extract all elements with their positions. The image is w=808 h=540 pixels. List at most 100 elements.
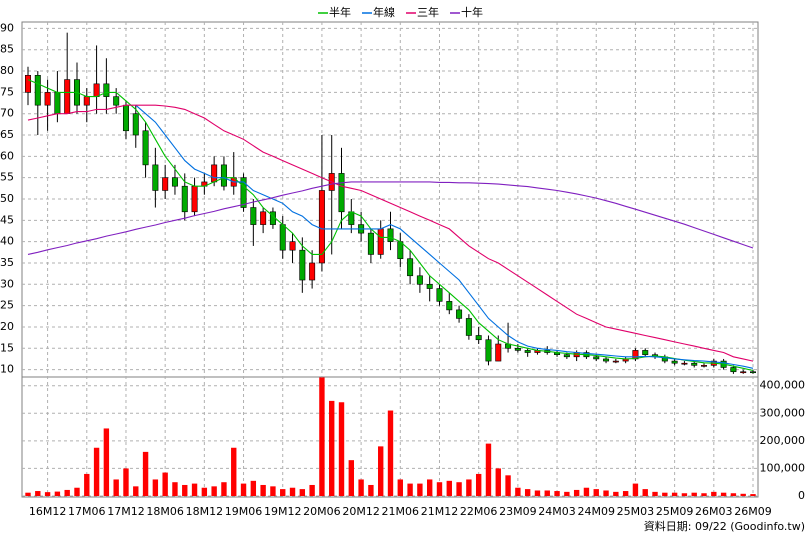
y-tick-label: 55 [0, 171, 14, 184]
volume-bar [329, 400, 335, 496]
volume-bar [289, 487, 296, 496]
ma-line [27, 79, 754, 372]
legend-label: 十年 [461, 5, 483, 19]
volume-bar [84, 473, 90, 496]
candle-body [260, 211, 267, 225]
volume-bar [250, 480, 257, 496]
volume-bar [182, 484, 188, 496]
volume-bar [446, 480, 452, 496]
candle-body [524, 350, 531, 353]
volume-bar [662, 492, 668, 496]
y2-tick-label: 400,000 [760, 379, 806, 392]
volume-bar [35, 491, 41, 496]
candle-body [44, 92, 51, 106]
volume-bar [544, 490, 550, 496]
volume-bar [642, 489, 648, 496]
candle-body [181, 185, 188, 213]
volume-bar [407, 483, 413, 496]
volume-bar [338, 402, 345, 496]
x-tick-label: 23M09 [499, 505, 537, 518]
candle-body [407, 258, 414, 277]
candle-body [318, 190, 325, 264]
candle-body [563, 354, 570, 358]
volume-bar [417, 483, 423, 496]
y2-tick-label: 0 [798, 489, 805, 502]
volume-bar [436, 482, 443, 496]
y-tick-label: 60 [0, 149, 14, 162]
y-tick-label: 25 [0, 299, 14, 312]
y2-tick-label: 200,000 [760, 434, 806, 447]
x-tick-label: 24M03 [538, 505, 576, 518]
volume-bar [466, 479, 472, 496]
y-tick-label: 20 [0, 320, 14, 333]
volume-bar [475, 473, 482, 496]
volume-bar [191, 483, 198, 496]
volume-bar [603, 490, 609, 496]
candle-body [612, 360, 619, 363]
candle-body [603, 358, 610, 362]
volume-bar [172, 482, 178, 496]
x-tick-label: 16M12 [29, 505, 67, 518]
y-tick-label: 80 [0, 64, 14, 77]
volume-bar [750, 494, 756, 496]
volume-bar [240, 483, 247, 496]
x-tick-label: 20M06 [303, 505, 341, 518]
volume-bar [456, 482, 462, 496]
volume-bar [554, 491, 560, 496]
y-tick-label: 75 [0, 85, 14, 98]
volume-bar [730, 493, 737, 496]
y-tick-label: 65 [0, 128, 14, 141]
volume-bar [485, 443, 492, 496]
candle-body [446, 301, 453, 311]
candle-body [122, 104, 129, 132]
y-tick-label: 90 [0, 21, 14, 34]
volume-bar [524, 489, 531, 496]
candle-body [54, 92, 61, 114]
candle-body [279, 224, 286, 251]
candle-body [240, 177, 247, 208]
volume-bar [103, 428, 110, 496]
volume-bar [358, 479, 364, 496]
x-tick-label: 24M09 [577, 505, 615, 518]
volume-bar [378, 446, 384, 496]
volume-bar [691, 492, 697, 496]
candle-body [113, 96, 120, 106]
volume-bar [113, 479, 119, 496]
candle-body [642, 350, 649, 355]
ma-line [27, 181, 754, 255]
candle-body [25, 75, 31, 93]
x-tick-label: 21M12 [421, 505, 459, 518]
candle-body [730, 367, 737, 373]
volume-bar [515, 487, 521, 496]
volume-bar [152, 479, 159, 496]
candle-body [465, 318, 472, 336]
candle-body [34, 75, 41, 106]
candle-body [83, 96, 90, 106]
volume-bar [622, 491, 629, 496]
y-tick-label: 85 [0, 43, 14, 56]
volume-bar [426, 479, 433, 496]
x-tick-label: 20M12 [342, 505, 380, 518]
volume-bar [162, 472, 168, 496]
y-tick-label: 35 [0, 256, 14, 269]
volume-bar [348, 460, 355, 496]
x-tick-label: 26M09 [734, 505, 772, 518]
x-tick-label: 21M06 [382, 505, 420, 518]
x-tick-label: 19M12 [264, 505, 302, 518]
candle-body [397, 241, 404, 260]
x-tick-label: 25M03 [617, 505, 655, 518]
volume-bar [123, 468, 129, 496]
candle-body [299, 249, 306, 281]
candle-body [142, 130, 149, 166]
volume-bar [495, 468, 501, 496]
candle-body [250, 207, 257, 225]
volume-bar [711, 491, 717, 496]
candle-body [681, 362, 688, 365]
volume-bar [573, 489, 580, 496]
volume-bar [534, 490, 541, 496]
volume-bar [260, 484, 266, 496]
volume-bar [740, 493, 746, 496]
y-tick-label: 10 [0, 363, 14, 376]
volume-bar [54, 491, 61, 496]
